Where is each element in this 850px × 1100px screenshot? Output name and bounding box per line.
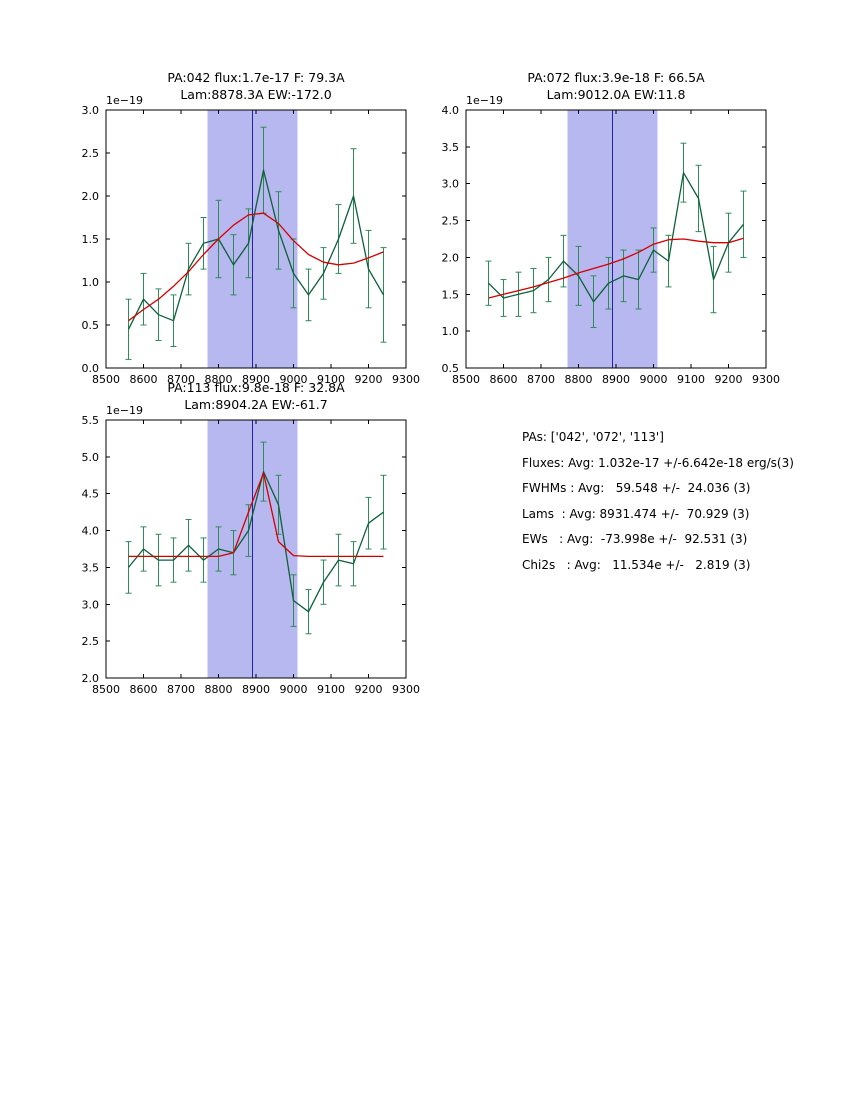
y-tick-label: 2.5 bbox=[82, 147, 100, 160]
x-tick-label: 8500 bbox=[92, 683, 120, 696]
x-tick-label: 9200 bbox=[355, 683, 383, 696]
x-tick-label: 9100 bbox=[317, 373, 345, 386]
y-tick-label: 3.0 bbox=[82, 598, 100, 611]
x-tick-label: 9000 bbox=[280, 683, 308, 696]
x-tick-label: 8600 bbox=[130, 373, 158, 386]
plot-title-line-2: Lam:8904.2A EW:-61.7 bbox=[184, 397, 327, 412]
axes-frame bbox=[465, 109, 767, 369]
x-tick-label: 8700 bbox=[167, 373, 195, 386]
x-tick-label: 8900 bbox=[602, 373, 630, 386]
plot-title-line-2: Lam:9012.0A EW:11.8 bbox=[547, 87, 686, 102]
x-tick-label: 9000 bbox=[280, 373, 308, 386]
axes-frame bbox=[105, 419, 407, 679]
x-tick-label: 9300 bbox=[392, 373, 420, 386]
x-tick-label: 9100 bbox=[677, 373, 705, 386]
x-tick-label: 8800 bbox=[205, 373, 233, 386]
spectrum-pa113-svg: 8500 8600 8700 8800 8900 9000 9100 9200 9300 2.0 2… bbox=[82, 380, 421, 696]
y-tick-label: 2.5 bbox=[82, 635, 100, 648]
x-tick-label: 8700 bbox=[527, 373, 555, 386]
plot-title-line-1: PA:042 flux:1.7e-17 F: 79.3A bbox=[167, 70, 345, 85]
y-tick-label: 1.5 bbox=[442, 288, 460, 301]
x-tick-label: 8700 bbox=[167, 683, 195, 696]
x-tick-label: 8600 bbox=[490, 373, 518, 386]
y-tick-label: 2.0 bbox=[442, 251, 460, 264]
y-tick-label: 0.5 bbox=[82, 319, 100, 332]
y-tick-label: 0.5 bbox=[442, 362, 460, 375]
spectrum-pa072-svg: 8500 8600 8700 8800 8900 9000 9100 9200 9300 0.5 1… bbox=[442, 70, 781, 386]
spectrum-data-line bbox=[127, 470, 384, 613]
x-tick-label: 8900 bbox=[242, 683, 270, 696]
x-tick-label: 8900 bbox=[242, 373, 270, 386]
y-tick-label: 1.0 bbox=[442, 325, 460, 338]
x-tick-label: 8500 bbox=[452, 373, 480, 386]
stats-pas-line: PAs: ['042', '072', '113'] bbox=[522, 430, 664, 444]
y-tick-label: 3.5 bbox=[82, 561, 100, 574]
y-tick-label: 0.0 bbox=[82, 362, 100, 375]
x-tick-label: 9100 bbox=[317, 683, 345, 696]
y-tick-label: 2.0 bbox=[82, 672, 100, 685]
model-fit-line bbox=[128, 212, 384, 322]
axes-frame bbox=[105, 109, 407, 369]
plot-title-line-1: PA:072 flux:3.9e-18 F: 66.5A bbox=[527, 70, 705, 85]
x-tick-label: 9300 bbox=[752, 373, 780, 386]
spectrum-data-line bbox=[127, 169, 385, 330]
line-region-band bbox=[207, 110, 298, 368]
y-tick-label: 3.5 bbox=[442, 141, 460, 154]
y-tick-label: 4.0 bbox=[442, 104, 460, 117]
summary-stats: PAs: ['042', '072', '113'] Fluxes: Avg: … bbox=[522, 425, 794, 579]
y-tick-label: 3.0 bbox=[442, 178, 460, 191]
y-tick-label: 4.5 bbox=[82, 488, 100, 501]
y-tick-label: 2.0 bbox=[82, 190, 100, 203]
y-tick-label: 1.0 bbox=[82, 276, 100, 289]
plot-title-line-2: Lam:8878.3A EW:-172.0 bbox=[180, 87, 331, 102]
stats-ews-line: EWs : Avg: -73.998e +/- 92.531 (3) bbox=[522, 532, 748, 547]
x-tick-label: 8800 bbox=[205, 683, 233, 696]
x-tick-label: 9300 bbox=[392, 683, 420, 696]
spectrum-data-line bbox=[488, 172, 745, 303]
y-tick-label: 4.0 bbox=[82, 525, 100, 538]
y-tick-label: 3.0 bbox=[82, 104, 100, 117]
line-region-band bbox=[567, 110, 658, 368]
stats-fwhms-line: FWHMs : Avg: 59.548 +/- 24.036 (3) bbox=[522, 481, 751, 496]
x-tick-label: 8500 bbox=[92, 373, 120, 386]
y-axis-offset-label: 1e−19 bbox=[466, 94, 503, 107]
y-tick-label: 5.0 bbox=[82, 451, 100, 464]
stats-lams-line: Lams : Avg: 8931.474 +/- 70.929 (3) bbox=[522, 506, 750, 521]
x-tick-label: 8600 bbox=[130, 683, 158, 696]
plot-title-line-1: PA:113 flux:9.8e-18 F: 32.8A bbox=[167, 380, 345, 395]
x-tick-label: 8800 bbox=[565, 373, 593, 386]
y-tick-label: 5.5 bbox=[82, 414, 100, 427]
model-fit-line bbox=[488, 237, 744, 299]
spectrum-pa042-svg: 8500 8600 8700 8800 8900 9000 9100 9200 9300 0.0 0… bbox=[82, 70, 421, 386]
x-tick-label: 9000 bbox=[640, 373, 668, 386]
model-fit-line bbox=[128, 472, 384, 558]
stats-fluxes-line: Fluxes: Avg: 1.032e-17 +/-6.642e-18 erg/… bbox=[522, 455, 794, 470]
y-tick-label: 1.5 bbox=[82, 233, 100, 246]
x-tick-label: 9200 bbox=[715, 373, 743, 386]
stats-chi2s-line: Chi2s : Avg: 11.534e +/- 2.819 (3) bbox=[522, 557, 751, 572]
y-axis-offset-label: 1e−19 bbox=[106, 404, 143, 417]
line-region-band bbox=[207, 420, 298, 678]
y-axis-offset-label: 1e−19 bbox=[106, 94, 143, 107]
y-tick-label: 2.5 bbox=[442, 215, 460, 228]
x-tick-label: 9200 bbox=[355, 373, 383, 386]
